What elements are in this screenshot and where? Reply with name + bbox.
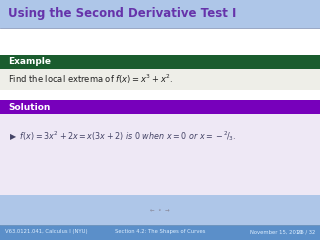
Text: Solution: Solution: [8, 102, 50, 112]
Bar: [0, 28, 320, 195]
Text: V63.0121.041, Calculus I (NYU): V63.0121.041, Calculus I (NYU): [5, 229, 88, 234]
Bar: [0, 100, 320, 114]
Text: Using the Second Derivative Test I: Using the Second Derivative Test I: [8, 7, 236, 20]
Text: $\leftarrow\ \circ\ \rightarrow$: $\leftarrow\ \circ\ \rightarrow$: [148, 206, 172, 214]
Text: 26 / 32: 26 / 32: [297, 229, 315, 234]
Bar: [0, 90, 320, 100]
Text: $\blacktriangleright\ f(x) = 3x^2 + 2x = x(3x + 2)\ \mathit{is}\ 0\ \mathit{when: $\blacktriangleright\ f(x) = 3x^2 + 2x =…: [8, 129, 236, 143]
Bar: [0, 55, 320, 69]
Bar: [0, 225, 320, 240]
Text: November 15, 2010: November 15, 2010: [250, 229, 303, 234]
Text: Find the local extrema of $f(x) = x^3 + x^2$.: Find the local extrema of $f(x) = x^3 + …: [8, 73, 173, 86]
Text: Section 4.2: The Shapes of Curves: Section 4.2: The Shapes of Curves: [115, 229, 205, 234]
Bar: [0, 69, 320, 90]
Bar: [0, 114, 320, 195]
Bar: [0, 195, 320, 220]
Text: Example: Example: [8, 58, 51, 66]
